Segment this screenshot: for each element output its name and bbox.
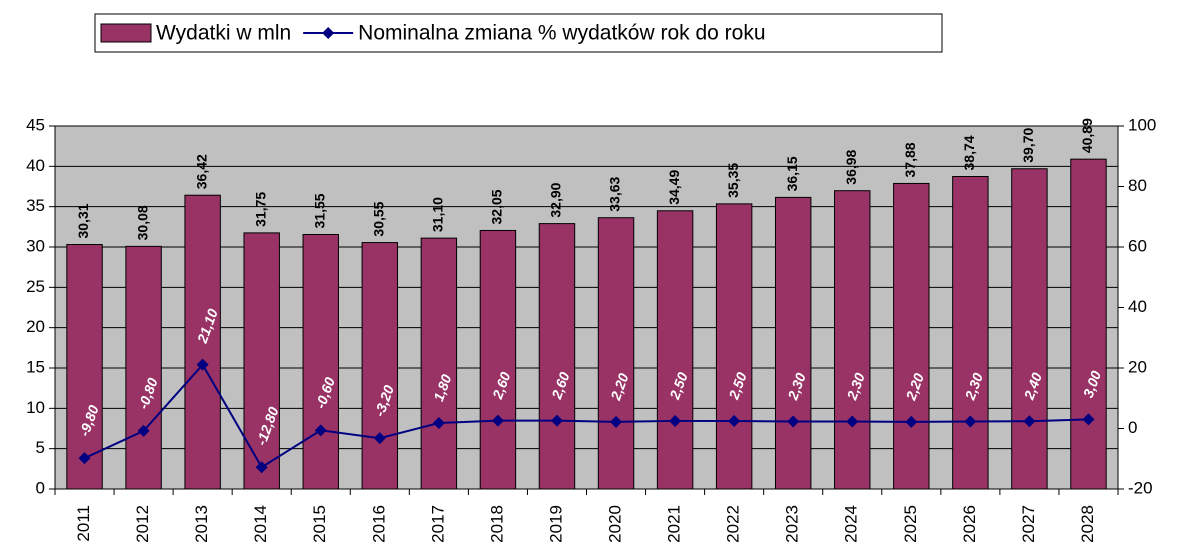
x-tick-label: 2025 <box>901 505 920 543</box>
legend-label: Wydatki w mln <box>156 22 291 45</box>
marker <box>787 415 800 428</box>
bar <box>774 196 812 490</box>
y-tick-label: 45 <box>26 115 45 134</box>
x-tick-label: 2018 <box>487 505 506 543</box>
y2-tick-label: 20 <box>1128 357 1147 376</box>
bar-value-label: 31,10 <box>430 197 446 232</box>
x-tick-label: 2021 <box>665 505 684 543</box>
y2-tick-label: 0 <box>1128 418 1137 437</box>
marker <box>905 415 918 428</box>
bar-value-label: 30,08 <box>134 205 150 240</box>
marker <box>550 414 563 427</box>
line <box>84 362 1089 469</box>
marker <box>964 415 977 428</box>
x-tick-label: 2016 <box>369 505 388 543</box>
bar-value-label: 36,98 <box>843 149 859 184</box>
bar-value-label: 30,31 <box>75 203 91 238</box>
marker <box>728 414 741 427</box>
y-tick-label: 25 <box>26 277 45 296</box>
bar-value-label: 40,89 <box>1079 118 1095 153</box>
x-tick-label: 2012 <box>133 505 152 543</box>
bar <box>184 194 221 490</box>
bar-value-label: 36,15 <box>784 156 800 191</box>
x-tick-label: 2017 <box>428 505 447 543</box>
marker <box>432 417 445 430</box>
y2-tick-label: 100 <box>1128 115 1156 134</box>
y2-tick-label: 40 <box>1128 297 1147 316</box>
y-tick-label: 10 <box>26 398 45 417</box>
bar <box>952 175 989 490</box>
x-tick-label: 2022 <box>724 505 743 543</box>
bar <box>243 232 280 490</box>
marker <box>846 415 859 428</box>
bar-value-label: 35,35 <box>725 163 741 198</box>
bar <box>125 245 162 490</box>
y-tick-label: 20 <box>26 317 45 336</box>
bar <box>302 233 339 490</box>
bar <box>66 243 103 490</box>
legend-marker <box>322 27 335 39</box>
bar <box>656 210 694 490</box>
marker <box>1023 415 1036 428</box>
x-tick-label: 2027 <box>1019 505 1038 543</box>
bar-value-label: 36,42 <box>193 154 209 189</box>
marker <box>137 424 150 437</box>
bar-value-label: 39,70 <box>1020 128 1036 163</box>
y2-tick-label: 80 <box>1128 176 1147 195</box>
x-tick-label: 2024 <box>842 505 861 543</box>
x-tick-label: 2013 <box>192 505 211 543</box>
y-tick-label: 15 <box>26 357 45 376</box>
legend-box <box>94 13 943 53</box>
bar-value-label: 34,49 <box>666 170 682 205</box>
bar-value-label: 38,74 <box>961 135 977 170</box>
bar <box>834 190 871 490</box>
bar <box>538 223 576 490</box>
marker <box>669 414 682 427</box>
x-tick-label: 2011 <box>74 505 93 542</box>
bar <box>361 242 399 490</box>
marker <box>1082 413 1095 426</box>
bar-value-label: 30,55 <box>371 201 387 236</box>
x-tick-label: 2015 <box>310 505 329 543</box>
bar-value-label: 31,75 <box>252 192 268 227</box>
y-tick-label: 30 <box>26 236 45 255</box>
y-tick-label: 40 <box>26 156 45 175</box>
bar-value-label: 32,05 <box>489 189 505 224</box>
y-tick-label: 0 <box>36 478 45 497</box>
marker <box>78 452 91 465</box>
legend-swatch <box>100 23 152 43</box>
bar <box>715 203 753 490</box>
x-tick-label: 2014 <box>251 505 270 543</box>
bar-value-label: 33,63 <box>607 176 623 211</box>
marker <box>196 358 209 371</box>
plot-area <box>54 125 1119 490</box>
legend-label: Nominalna zmiana % wydatków rok do roku <box>358 22 765 45</box>
bar <box>1070 158 1107 490</box>
bar <box>597 217 635 490</box>
bar <box>1011 168 1048 490</box>
y-tick-label: 5 <box>36 438 45 457</box>
bar <box>893 182 930 490</box>
x-tick-label: 2023 <box>783 505 802 543</box>
x-tick-label: 2019 <box>546 505 565 543</box>
marker <box>373 432 386 445</box>
bar <box>420 237 458 490</box>
marker <box>314 424 327 437</box>
marker <box>255 461 268 474</box>
bar <box>479 229 517 490</box>
y2-tick-label: 60 <box>1128 236 1147 255</box>
bar-value-label: 31,55 <box>311 193 327 228</box>
bar-value-label: 32,90 <box>548 182 564 217</box>
y-tick-label: 35 <box>26 196 45 215</box>
y2-tick-label: -20 <box>1128 478 1153 497</box>
marker <box>491 414 504 427</box>
marker <box>610 415 623 428</box>
x-tick-label: 2026 <box>960 505 979 543</box>
x-tick-label: 2020 <box>606 505 625 543</box>
bar-value-label: 37,88 <box>902 142 918 177</box>
x-tick-label: 2028 <box>1078 505 1097 543</box>
